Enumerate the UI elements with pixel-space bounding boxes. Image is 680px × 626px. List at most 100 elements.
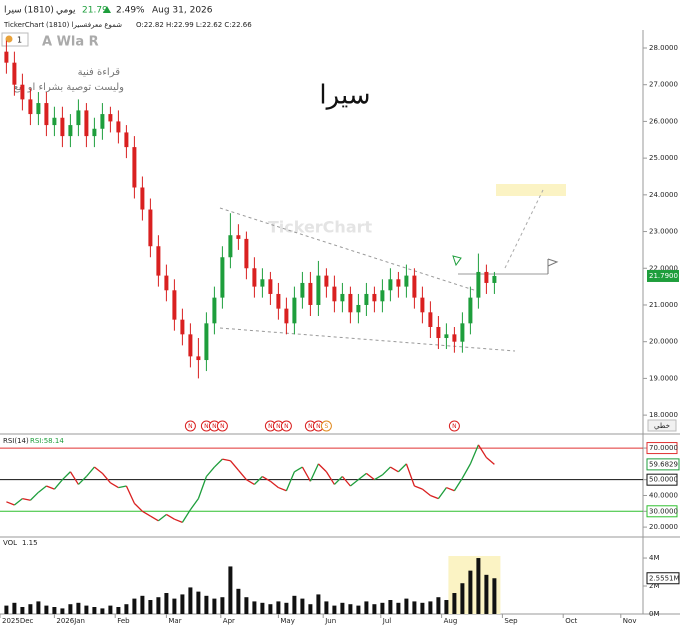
candle-body xyxy=(52,117,57,126)
rsi-segment xyxy=(446,486,455,492)
rsi-segment xyxy=(46,485,55,490)
x-tick-label: Nov xyxy=(623,617,637,625)
volume-bar xyxy=(276,601,281,614)
candle-body xyxy=(436,327,441,339)
rsi-title: RSI(14) xyxy=(3,437,29,445)
candle-body xyxy=(356,304,361,313)
y-tick-label: 23.0000 xyxy=(649,228,678,236)
rsi-segment xyxy=(101,472,111,484)
x-tick-label: 2026Jan xyxy=(56,617,85,625)
rsi-segment xyxy=(430,494,439,500)
candle-body xyxy=(292,297,297,324)
rsi-segment xyxy=(6,501,15,506)
candle-body xyxy=(316,275,321,305)
y-tick-label: 19.0000 xyxy=(649,374,678,382)
volume-bar xyxy=(444,600,449,614)
rsi-segment xyxy=(77,476,87,485)
mode-button[interactable] xyxy=(647,419,677,432)
candle-body xyxy=(148,209,153,247)
volume-bar xyxy=(20,607,25,614)
candle-body xyxy=(228,235,233,258)
volume-bar xyxy=(156,597,161,614)
volume-bar xyxy=(492,578,497,614)
rsi-segment xyxy=(29,491,39,501)
rsi-segment xyxy=(205,466,215,477)
volume-bar xyxy=(404,598,409,614)
volume-bar xyxy=(116,607,121,614)
y-tick-label: 2M xyxy=(649,582,660,590)
volume-bar xyxy=(244,597,249,614)
volume-bar xyxy=(412,601,417,614)
rsi-segment xyxy=(166,513,175,520)
volume-bar xyxy=(260,602,265,614)
volume-bar xyxy=(436,597,441,614)
y-tick-label: 24.0000 xyxy=(649,191,678,199)
volume-bar xyxy=(420,602,425,614)
volume-bar xyxy=(132,598,137,614)
volume-bar xyxy=(36,601,41,614)
rsi-segment xyxy=(414,485,423,490)
candle-body xyxy=(116,121,121,133)
volume-bar xyxy=(172,598,177,614)
vol-title: VOL xyxy=(3,539,17,547)
candle-body xyxy=(100,114,105,129)
event-label: N xyxy=(220,423,225,430)
event-label: N xyxy=(204,423,209,430)
candle-body xyxy=(124,132,129,148)
volume-bar xyxy=(124,604,129,614)
rsi-segment xyxy=(405,463,416,487)
rsi-segment xyxy=(22,498,31,501)
rsi-segment xyxy=(397,463,407,473)
x-tick-label: Sep xyxy=(504,617,518,625)
x-tick-label: Apr xyxy=(223,617,235,625)
volume-bar xyxy=(92,607,97,614)
vol-legend: 1.15 xyxy=(22,539,38,547)
y-tick-label: 70.0000 xyxy=(649,444,678,452)
rsi-segment xyxy=(374,474,383,481)
candle-body xyxy=(284,308,289,324)
rsi-segment xyxy=(285,471,295,491)
rsi-segment xyxy=(325,471,335,485)
rsi-segment xyxy=(133,502,143,512)
candle-body xyxy=(476,271,481,298)
candle-body xyxy=(28,99,33,115)
candle-body xyxy=(172,290,177,320)
candle-body xyxy=(4,51,9,63)
volume-bar xyxy=(108,605,113,614)
rsi-segment xyxy=(69,471,79,485)
volume-bar xyxy=(68,604,73,614)
last-rsi-label: 59.6829 xyxy=(649,460,678,468)
y-tick-label: 26.0000 xyxy=(649,117,678,125)
level-box xyxy=(646,473,678,486)
rsi-segment xyxy=(437,487,447,500)
x-tick-label: Oct xyxy=(565,617,577,625)
volume-highlight xyxy=(448,556,501,614)
rsi-segment xyxy=(189,498,199,511)
y-tick-label: 30.0000 xyxy=(649,507,678,515)
candle-body xyxy=(404,275,409,287)
volume-bar xyxy=(196,591,201,614)
candle-body xyxy=(308,282,313,305)
event-label: N xyxy=(308,423,313,430)
candle-body xyxy=(364,293,369,305)
rsi-segment xyxy=(341,476,351,487)
volume-bar xyxy=(140,595,145,614)
rsi-segment xyxy=(309,463,319,482)
last-price-label: 21.7900 xyxy=(649,272,678,280)
rsi-segment xyxy=(485,457,495,465)
volume-bar xyxy=(380,602,385,614)
rsi-segment xyxy=(390,466,399,473)
rsi-segment xyxy=(157,513,167,522)
watermark: TickerChart xyxy=(268,218,373,237)
y-tick-label: 28.0000 xyxy=(649,44,678,52)
rsi-segment xyxy=(229,460,239,471)
rsi-segment xyxy=(253,476,263,485)
candle-body xyxy=(348,293,353,313)
y-tick-label: 25.0000 xyxy=(649,154,678,162)
candle-body xyxy=(132,147,137,188)
event-label: N xyxy=(452,423,457,430)
rsi-segment xyxy=(349,479,359,487)
y-tick-label: 22.0000 xyxy=(649,264,678,272)
symbol-name: سيرا xyxy=(4,6,22,16)
